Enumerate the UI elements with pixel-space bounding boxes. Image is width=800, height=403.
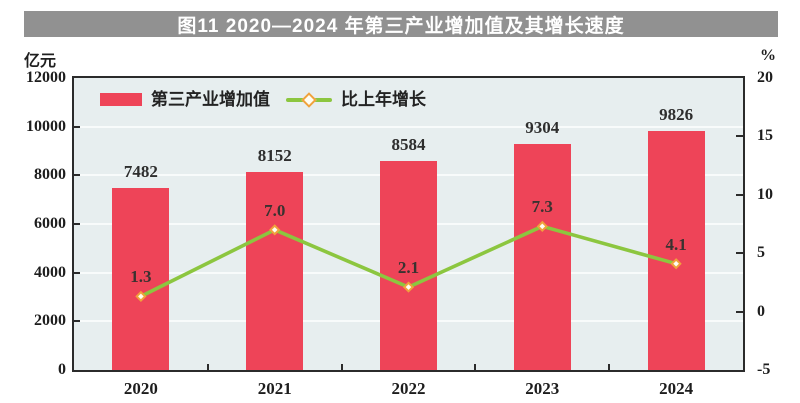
legend-line-marker-icon — [301, 91, 317, 108]
x-axis-category-label: 2020 — [123, 379, 158, 398]
legend-bar-swatch — [100, 93, 142, 106]
bar-value-label: 8584 — [391, 135, 426, 155]
line-value-label: 7.3 — [531, 197, 553, 217]
left-axis-tick — [74, 223, 80, 225]
left-axis-unit-label: 亿元 — [24, 53, 57, 70]
right-axis-tick-label: -5 — [757, 361, 771, 378]
left-axis-tick-label: 2000 — [34, 312, 66, 330]
left-axis-tick-label: 0 — [58, 361, 66, 378]
bottom-axis-tick — [340, 364, 343, 370]
right-axis-tick — [736, 135, 743, 138]
bar — [513, 143, 571, 370]
right-axis-tick — [736, 252, 743, 255]
left-axis-tick-label: 4000 — [34, 263, 66, 281]
right-axis-tick-label: 15 — [757, 127, 773, 145]
left-axis-tick-label: 10000 — [26, 117, 66, 135]
right-axis-tick-label: 0 — [757, 302, 765, 320]
x-axis-category-label: 2022 — [391, 379, 426, 398]
legend-bar-label: 第三产业增加值 — [151, 90, 270, 109]
left-axis-tick-label: 6000 — [34, 215, 66, 232]
right-axis-tick-label: 20 — [757, 69, 773, 86]
bar-value-label: 9304 — [525, 117, 560, 137]
line-value-label: 1.3 — [130, 267, 152, 287]
figure-title: 图11 2020—2024 年第三产业增加值及其增长速度 — [177, 15, 625, 37]
figure-title-bar: 图11 2020—2024 年第三产业增加值及其增长速度 — [24, 11, 778, 37]
bottom-axis-tick — [608, 364, 611, 370]
left-axis-tick — [74, 125, 80, 128]
bar-value-label: 8152 — [257, 145, 292, 165]
bar-value-label: 9826 — [659, 104, 694, 124]
right-axis-tick — [736, 193, 743, 196]
right-axis-unit-label: % — [760, 47, 776, 64]
right-axis-tick-label: 5 — [757, 244, 765, 262]
right-axis-tick — [736, 310, 743, 313]
legend-line-label: 比上年增长 — [341, 90, 426, 109]
bottom-axis-tick — [474, 364, 477, 370]
left-axis-tick — [74, 271, 80, 274]
right-axis-tick-label: 10 — [757, 185, 773, 203]
x-axis-category-label: 2024 — [659, 379, 694, 398]
left-axis-tick — [74, 174, 80, 177]
line-value-label: 2.1 — [397, 258, 420, 278]
left-axis-tick-label: 8000 — [34, 166, 66, 184]
plot-area: 第三产业增加值 比上年增长 — [72, 76, 745, 372]
bottom-axis-tick — [206, 364, 209, 370]
legend: 第三产业增加值 比上年增长 — [100, 91, 426, 108]
bar-value-label: 7482 — [123, 161, 158, 181]
left-axis-tick-label: 12000 — [26, 69, 66, 86]
line-value-label: 7.0 — [264, 200, 286, 220]
x-axis-category-label: 2021 — [257, 379, 292, 398]
line-value-label: 4.1 — [665, 234, 687, 254]
legend-line-swatch — [286, 91, 332, 108]
left-axis-tick — [74, 320, 80, 323]
x-axis-category-label: 2023 — [525, 379, 560, 398]
grid-line — [74, 125, 743, 128]
